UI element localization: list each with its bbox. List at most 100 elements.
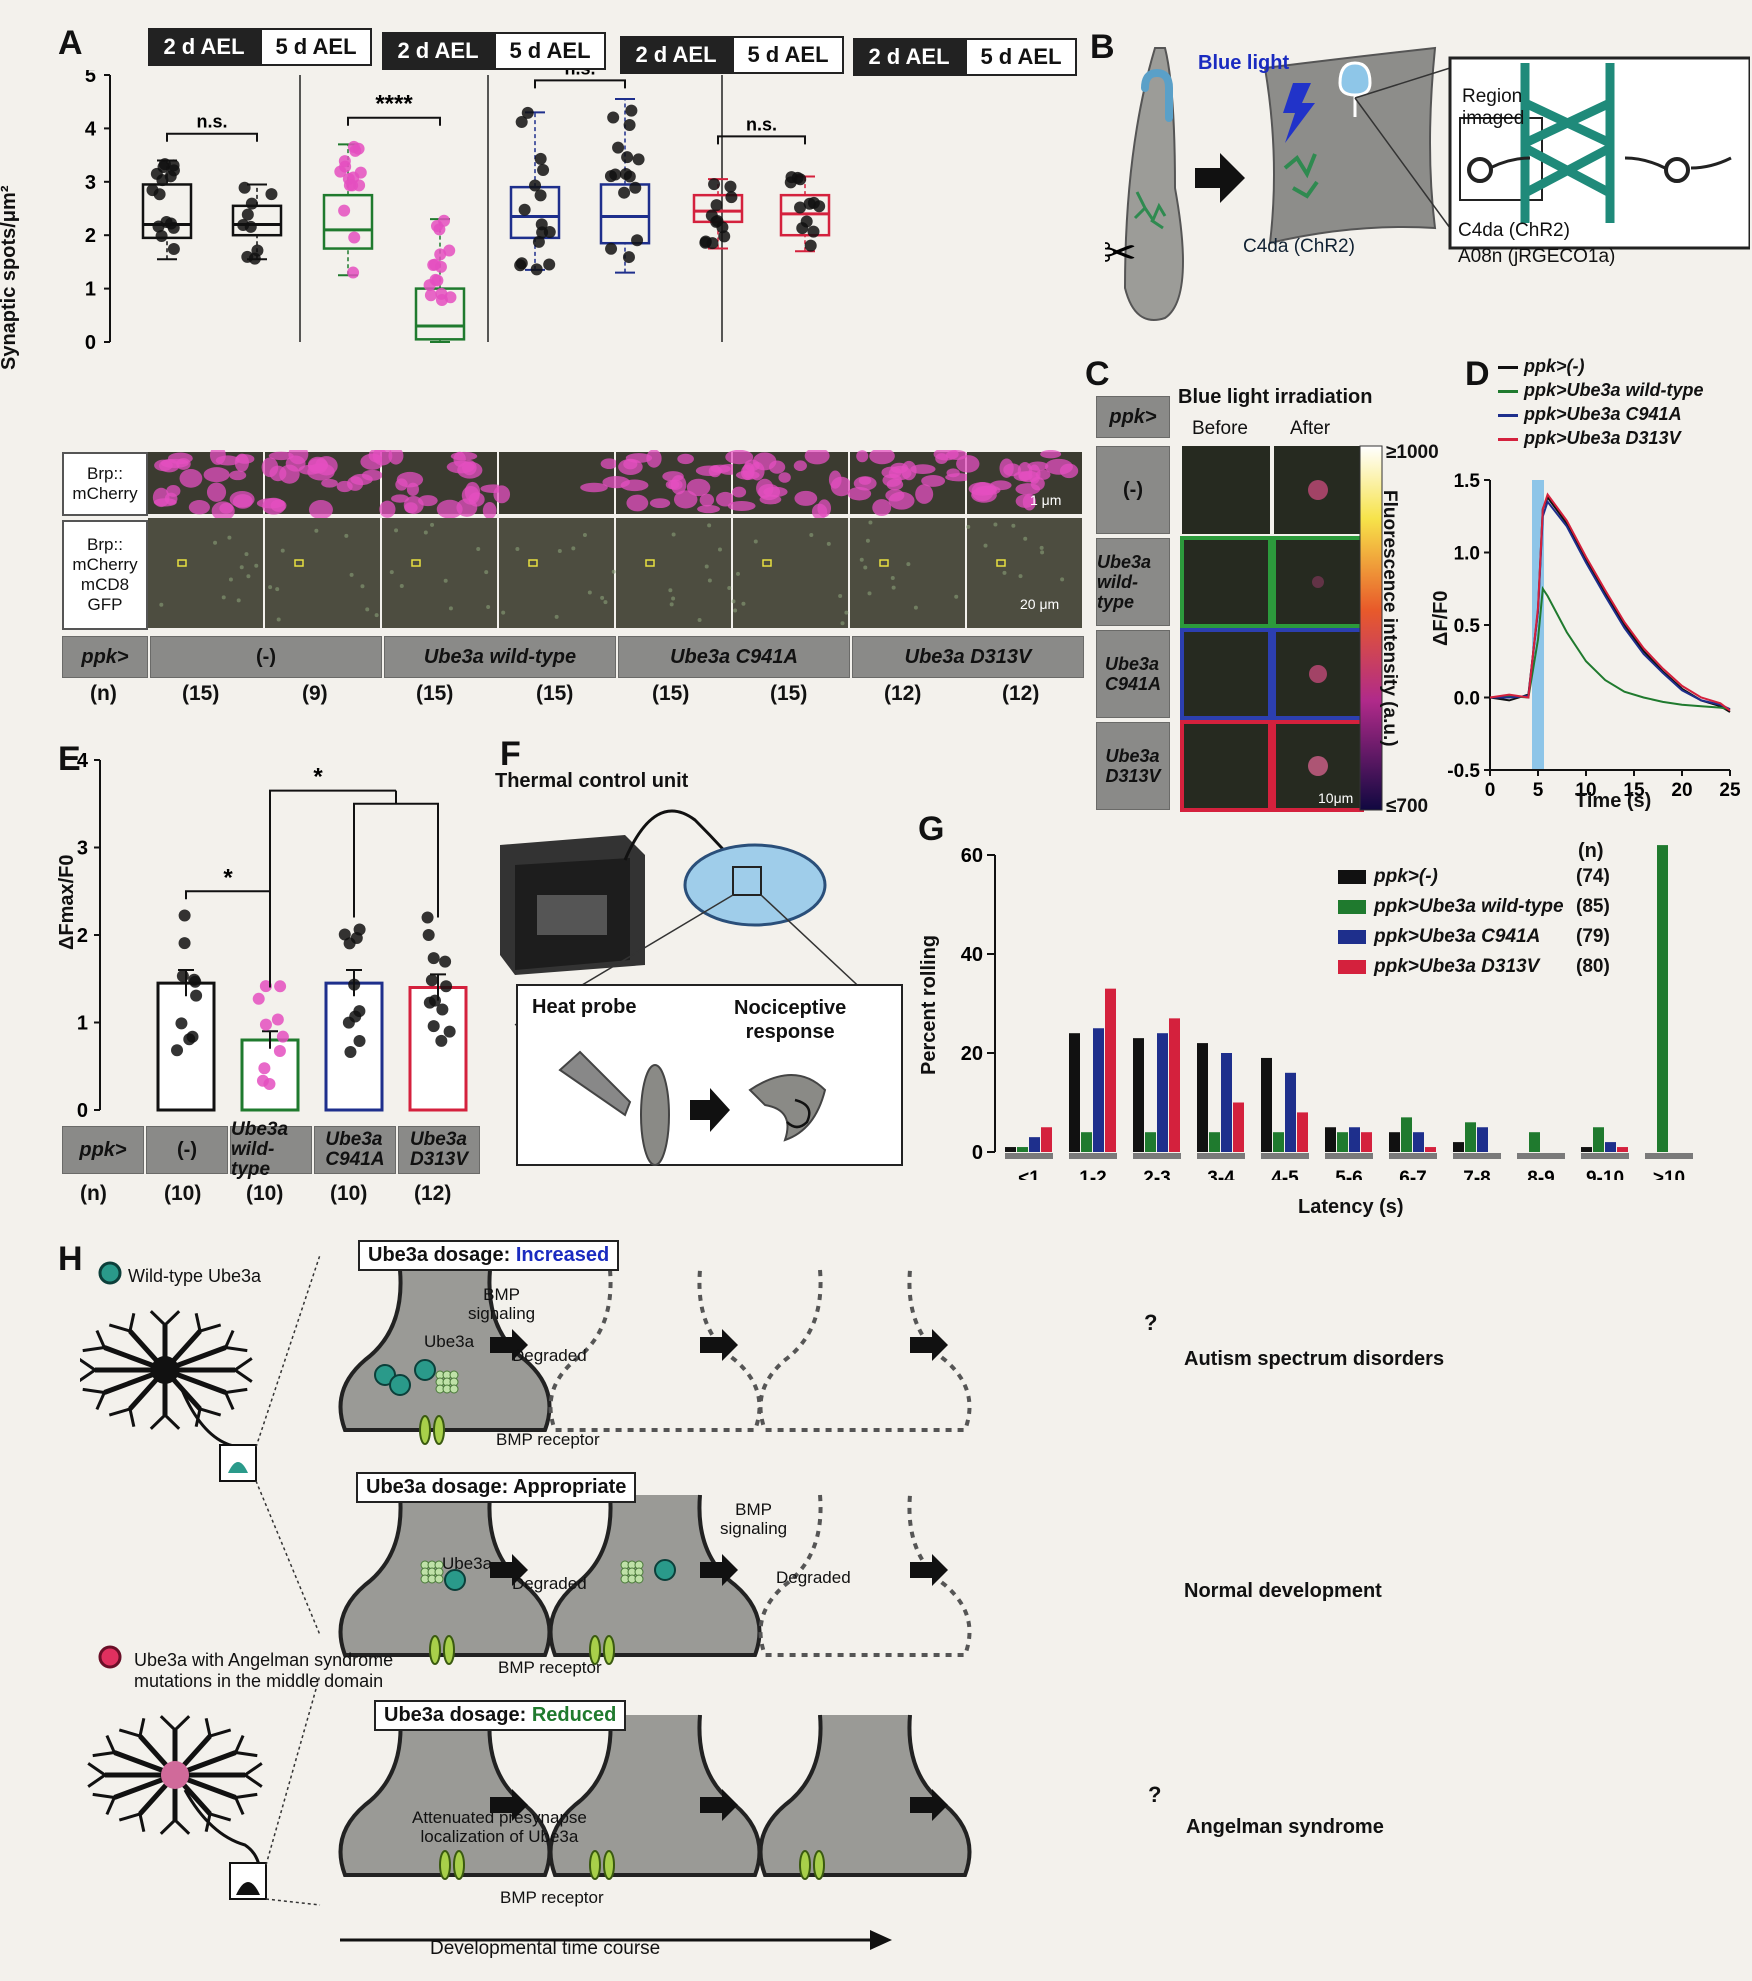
a-image-roi — [528, 559, 538, 567]
h-dendrite-branch — [204, 1717, 212, 1737]
a-image-speck — [275, 587, 280, 592]
a-image-speck — [741, 601, 746, 606]
g-legend-text: ppk>Ube3a wild-type — [1374, 896, 1564, 917]
a-image-punctum — [229, 470, 247, 481]
g-bar — [1273, 1132, 1284, 1152]
h-degraded-1: Degraded — [512, 1346, 587, 1365]
a-image-punctum — [395, 478, 408, 491]
a-data-point — [804, 239, 817, 252]
d-ytick-label: 0.0 — [1454, 689, 1480, 710]
g-bar — [1465, 1122, 1476, 1152]
a-data-point — [521, 106, 534, 119]
h-bmp-receptor — [429, 1635, 441, 1665]
a-image-speck — [221, 595, 226, 600]
h-dendrite-branch — [234, 1734, 245, 1754]
a-data-point — [245, 197, 258, 210]
c-row-wt: Ube3a wild-type — [1096, 538, 1170, 626]
g-xtick-label: 5-6 — [1335, 1168, 1362, 1180]
a-image-punctum — [493, 485, 511, 504]
a-image-speck — [374, 613, 379, 618]
g-bar — [1169, 1018, 1180, 1152]
a-ytick-label: 5 — [85, 70, 96, 87]
a-data-point — [251, 244, 264, 257]
h-dendrite-branch — [87, 1773, 106, 1788]
a-image-punctum — [778, 472, 791, 483]
e-sig-bracket — [185, 890, 271, 932]
a-image-speck — [600, 595, 605, 600]
panel-label-g: G — [918, 810, 945, 848]
d-xtick-label: 25 — [1719, 780, 1741, 801]
a-image-punctum — [206, 482, 227, 502]
g-xtick-label: >10 — [1653, 1168, 1685, 1180]
a-data-point — [428, 258, 441, 271]
g-bar — [1617, 1147, 1628, 1152]
h-degraded-cluster — [634, 1574, 644, 1584]
c-img-neg-signal — [1308, 480, 1328, 500]
c-img-c941a-signal — [1309, 665, 1327, 683]
e-sig-label: * — [313, 764, 323, 791]
g-ylabel: Percent rolling — [918, 934, 940, 1075]
b-larva — [1123, 47, 1184, 321]
e-data-point — [276, 1030, 289, 1043]
g-bar — [1297, 1112, 1308, 1152]
d-ytick-label: 1.0 — [1454, 544, 1480, 565]
d-series-line — [1489, 585, 1731, 711]
g-bar — [1005, 1147, 1016, 1152]
a-image-punctum — [179, 469, 203, 488]
e-bar — [156, 981, 216, 1112]
a-image-speck — [476, 547, 481, 552]
a-image-punctum — [450, 451, 478, 461]
chart-g-bar: 0 20 40 60 <1 1-2 2-3 3-4 4-5 5-6 6-7 7-8 8-9 9-10 >10 — [961, 845, 1693, 1180]
a-image-speck — [501, 610, 506, 615]
h-arrow — [700, 1554, 738, 1586]
a-image-punctum — [626, 494, 649, 512]
a-image-speck — [671, 596, 676, 601]
a-image-roi — [177, 559, 187, 567]
h-dendrite-branch — [138, 1813, 146, 1833]
f-illustration — [500, 809, 903, 1166]
panel-label-f: F — [500, 735, 521, 773]
e-geno-c941a: Ube3a C941A — [314, 1126, 396, 1174]
g-xtick-label: 9-10 — [1586, 1168, 1624, 1180]
h-dendrite-branch — [82, 1387, 105, 1394]
a-image-punctum — [436, 499, 463, 519]
b-dendrite-line — [1690, 156, 1732, 170]
d-legend-item: ppk>(-) — [1498, 356, 1585, 377]
g-xtick-label: 4-5 — [1271, 1168, 1299, 1180]
d-ytick-label: 0.5 — [1454, 616, 1481, 637]
a-n-3: (15) — [416, 682, 454, 705]
e-data-point — [353, 1034, 366, 1047]
e-data-point — [190, 989, 203, 1002]
h-bouton-inc-3 — [758, 1269, 972, 1432]
h-ube3a-particle — [414, 1359, 436, 1381]
a-data-point — [710, 199, 723, 212]
a-image-speck — [484, 570, 489, 575]
a-image-punctum — [946, 468, 960, 478]
a-image-punctum — [461, 485, 480, 505]
c-cbar-min: ≤700 — [1386, 796, 1429, 817]
e-data-point — [176, 970, 189, 983]
chart-d-line: -0.5 0.0 0.5 1.0 1.5 0 5 10 15 20 25 — [1447, 471, 1741, 801]
b-illustration: ✂ — [1105, 46, 1750, 321]
h-dendrite-branch — [105, 1796, 116, 1816]
h-dendrite-branch — [118, 1812, 141, 1822]
f-response: Nociceptive response — [734, 997, 847, 1043]
a-image-speck — [423, 530, 428, 535]
h-angelman-legend: Ube3a with Angelman syndrome mutations i… — [134, 1650, 394, 1691]
h-bmp-receptor-2: BMP receptor — [498, 1658, 602, 1677]
a-data-point — [338, 204, 351, 217]
a-image-speck — [276, 617, 281, 622]
panel-label-d: D — [1465, 355, 1490, 393]
h-dendrite-branch — [138, 1717, 146, 1737]
a-image-punctum — [580, 482, 608, 493]
h-dendrite-branch — [209, 1728, 232, 1738]
a-image-punctum — [715, 491, 735, 507]
a-merge-label: Brp:: mCherry mCD8 GFP — [62, 520, 148, 630]
g-bar — [1145, 1132, 1156, 1152]
a-image-speck — [587, 590, 592, 595]
e-ytick-label: 4 — [77, 750, 89, 772]
a-image-speck — [603, 600, 608, 605]
a-image-punctum — [176, 458, 191, 470]
h-dendrite-branch — [82, 1346, 105, 1353]
a-brp-label: Brp:: mCherry — [62, 452, 148, 516]
